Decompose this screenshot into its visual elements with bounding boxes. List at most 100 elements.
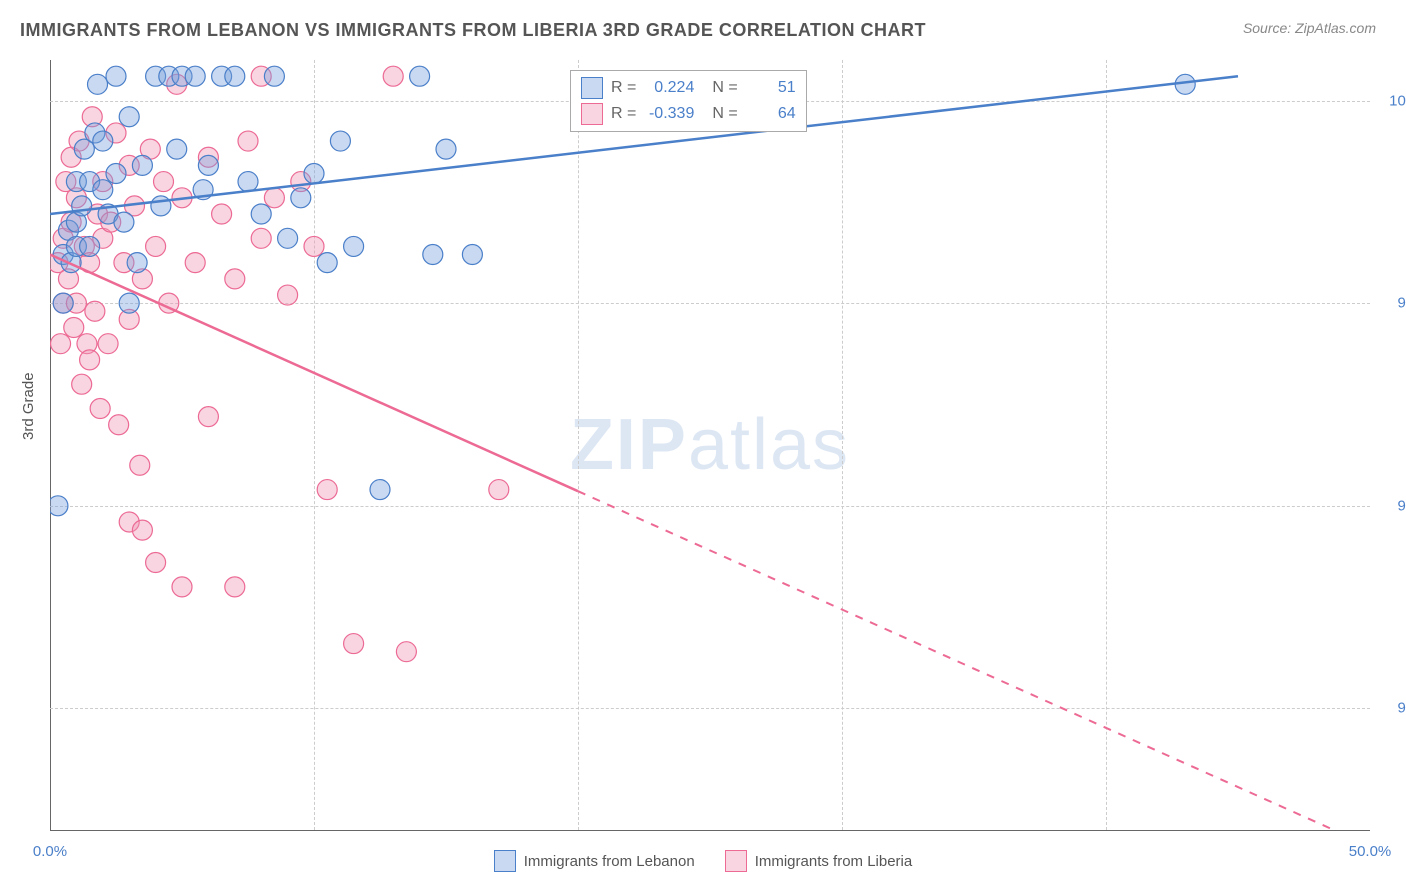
data-point xyxy=(344,634,364,654)
data-point xyxy=(119,107,139,127)
data-point xyxy=(119,309,139,329)
legend-item-liberia: Immigrants from Liberia xyxy=(725,850,913,872)
grid-line-v xyxy=(1106,60,1107,830)
data-point xyxy=(198,155,218,175)
data-point xyxy=(106,66,126,86)
data-point xyxy=(172,577,192,597)
data-point xyxy=(1175,74,1195,94)
data-point xyxy=(396,642,416,662)
data-point xyxy=(172,188,192,208)
data-point xyxy=(58,220,78,240)
grid-line-v xyxy=(842,60,843,830)
y-tick-label: 100.0% xyxy=(1380,92,1406,109)
data-point xyxy=(80,350,100,370)
data-point xyxy=(101,212,121,232)
data-point xyxy=(72,196,92,216)
grid-line-v xyxy=(578,60,579,830)
legend-n-value: 51 xyxy=(746,79,796,97)
data-point xyxy=(64,317,84,337)
data-point xyxy=(66,236,86,256)
legend-swatch-icon xyxy=(581,103,603,125)
data-point xyxy=(198,147,218,167)
data-point xyxy=(264,66,284,86)
data-point xyxy=(317,253,337,273)
plot-svg xyxy=(50,60,1370,830)
data-point xyxy=(212,204,232,224)
data-point xyxy=(489,480,509,500)
data-point xyxy=(225,66,245,86)
y-axis-title: 3rd Grade xyxy=(20,372,37,440)
data-point xyxy=(185,66,205,86)
data-point xyxy=(80,172,100,192)
data-point xyxy=(330,131,350,151)
data-point xyxy=(172,66,192,86)
legend-swatch-icon xyxy=(581,77,603,99)
legend-n-value: 64 xyxy=(746,105,796,123)
data-point xyxy=(93,180,113,200)
legend-label: Immigrants from Liberia xyxy=(755,853,913,870)
data-point xyxy=(127,253,147,273)
y-axis-line xyxy=(50,60,51,830)
data-point xyxy=(50,253,68,273)
data-point xyxy=(85,301,105,321)
data-point xyxy=(114,253,134,273)
legend-r-value: 0.224 xyxy=(644,79,694,97)
data-point xyxy=(74,236,94,256)
data-point xyxy=(225,577,245,597)
legend-item-lebanon: Immigrants from Lebanon xyxy=(494,850,695,872)
data-point xyxy=(238,131,258,151)
data-point xyxy=(85,123,105,143)
legend-swatch-icon xyxy=(725,850,747,872)
data-point xyxy=(291,188,311,208)
legend-row: R = 0.224 N = 51 xyxy=(581,75,796,101)
data-point xyxy=(140,139,160,159)
data-point xyxy=(410,66,430,86)
data-point xyxy=(370,480,390,500)
grid-line-h xyxy=(50,506,1370,507)
watermark-atlas: atlas xyxy=(688,405,850,485)
chart-title: IMMIGRANTS FROM LEBANON VS IMMIGRANTS FR… xyxy=(20,20,926,41)
data-point xyxy=(80,253,100,273)
data-point xyxy=(106,123,126,143)
data-point xyxy=(66,172,86,192)
watermark: ZIPatlas xyxy=(570,404,850,486)
data-point xyxy=(151,196,171,216)
data-point xyxy=(106,163,126,183)
data-point xyxy=(56,172,76,192)
data-point xyxy=(317,480,337,500)
y-tick-label: 97.5% xyxy=(1380,295,1406,312)
data-point xyxy=(58,269,78,289)
data-point xyxy=(167,139,187,159)
data-point xyxy=(93,172,113,192)
data-point xyxy=(436,139,456,159)
data-point xyxy=(61,147,81,167)
data-point xyxy=(93,228,113,248)
data-point xyxy=(278,228,298,248)
data-point xyxy=(69,131,89,151)
scatter-chart: ZIPatlas 92.5%95.0%97.5%100.0%0.0%50.0%R… xyxy=(50,60,1370,831)
legend-row: R =-0.339N =64 xyxy=(581,101,796,127)
data-point xyxy=(193,180,213,200)
data-point xyxy=(146,236,166,256)
data-point xyxy=(77,334,97,354)
data-point xyxy=(88,74,108,94)
data-point xyxy=(66,212,86,232)
data-point xyxy=(66,188,86,208)
data-point xyxy=(132,155,152,175)
data-point xyxy=(198,407,218,427)
data-point xyxy=(462,245,482,265)
data-point xyxy=(88,204,108,224)
data-point xyxy=(51,334,71,354)
legend-r-label: R = xyxy=(611,79,636,97)
legend-swatch-icon xyxy=(494,850,516,872)
data-point xyxy=(82,107,102,127)
data-point xyxy=(154,172,174,192)
legend-n-label: N = xyxy=(712,79,737,97)
grid-line-v xyxy=(314,60,315,830)
data-point xyxy=(146,66,166,86)
watermark-zip: ZIP xyxy=(570,405,688,485)
data-point xyxy=(251,204,271,224)
data-point xyxy=(185,253,205,273)
data-point xyxy=(225,269,245,289)
data-point xyxy=(212,66,232,86)
